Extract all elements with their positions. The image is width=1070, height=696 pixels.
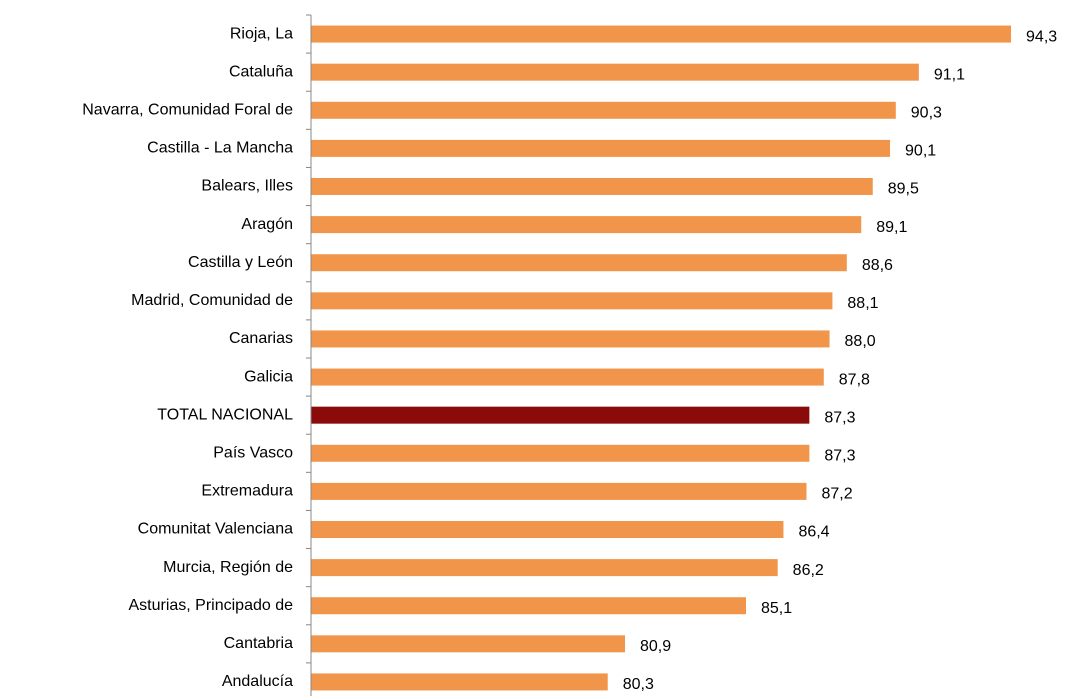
bar [311, 521, 784, 538]
category-label: Madrid, Comunidad de [131, 292, 293, 309]
value-label: 85,1 [761, 600, 792, 617]
value-label: 90,3 [911, 104, 942, 121]
value-label: 87,2 [821, 486, 852, 503]
category-label: Canarias [229, 330, 293, 347]
bar [311, 673, 608, 691]
category-label: País Vasco [213, 444, 293, 461]
bar [311, 101, 896, 119]
bar [311, 254, 847, 272]
category-label: Cataluña [229, 63, 293, 80]
bar [311, 292, 833, 310]
bar [311, 597, 746, 615]
bar [311, 216, 862, 234]
category-label: Rioja, La [230, 25, 293, 42]
bar [311, 139, 891, 157]
category-label: Andalucía [222, 673, 293, 690]
category-label: Cantabria [224, 635, 293, 652]
value-label: 94,3 [1026, 28, 1057, 45]
value-label: 86,2 [793, 562, 824, 579]
bar [311, 178, 873, 195]
value-label: 89,5 [888, 181, 919, 198]
bar [311, 25, 1012, 43]
bar [311, 635, 626, 653]
value-label: 86,4 [798, 524, 829, 541]
value-label: 88,1 [847, 295, 878, 312]
category-label: Comunitat Valenciana [138, 521, 293, 538]
category-label: Murcia, Región de [163, 559, 293, 576]
bar [311, 368, 824, 386]
value-label: 80,3 [623, 676, 654, 693]
value-label: 87,3 [824, 447, 855, 464]
bar [311, 482, 807, 500]
bar [311, 444, 810, 462]
value-label: 91,1 [934, 66, 965, 83]
category-label: Aragón [241, 216, 293, 233]
category-label: Castilla y León [188, 254, 293, 271]
value-label: 88,0 [845, 333, 876, 350]
category-label: Balears, Illes [201, 178, 293, 195]
value-label: 89,1 [876, 219, 907, 236]
value-label: 87,3 [824, 409, 855, 426]
category-label: Extremadura [201, 483, 293, 500]
value-label: 88,6 [862, 257, 893, 274]
bar [311, 63, 919, 81]
bar [311, 406, 810, 424]
bar [311, 330, 830, 348]
category-label: TOTAL NACIONAL [157, 406, 293, 423]
value-label: 87,8 [839, 371, 870, 388]
category-label: Asturias, Principado de [128, 597, 293, 614]
bar [311, 559, 778, 577]
value-label: 90,1 [905, 143, 936, 160]
value-label: 80,9 [640, 638, 671, 655]
category-label: Galicia [244, 368, 293, 385]
category-label: Castilla - La Mancha [147, 140, 293, 157]
category-label: Navarra, Comunidad Foral de [82, 101, 293, 118]
